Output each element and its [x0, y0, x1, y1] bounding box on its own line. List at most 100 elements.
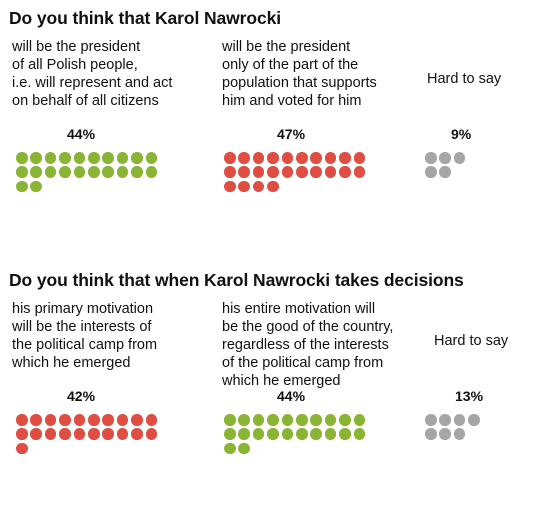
waffle-dot: [353, 152, 366, 164]
waffle-dot: [145, 166, 158, 178]
q2-option-1-percent: 42%: [67, 388, 96, 404]
q1-option-1-dots: [16, 152, 176, 232]
waffle-dot: [16, 166, 28, 178]
waffle-dot: [145, 152, 158, 164]
waffle-dot: [324, 166, 337, 178]
waffle-dot: [102, 166, 114, 178]
waffle-dot: [44, 152, 57, 164]
waffle-dot: [116, 428, 129, 440]
waffle-dot: [16, 180, 28, 193]
waffle-dot: [116, 414, 129, 426]
waffle-dot: [16, 442, 28, 455]
waffle-dot: [88, 428, 100, 440]
waffle-dot: [30, 152, 42, 164]
waffle-dot: [252, 152, 265, 164]
waffle-dot: [252, 166, 265, 178]
q2-option-3-percent: 13%: [455, 388, 484, 404]
waffle-dot: [131, 428, 143, 440]
waffle-dot: [224, 166, 236, 178]
waffle-dot: [296, 152, 308, 164]
q1-option-1: will be the president of all Polish peop…: [12, 0, 212, 262]
waffle-dot: [59, 414, 71, 426]
q1-option-3-dots: [425, 152, 534, 232]
waffle-dot: [252, 180, 265, 193]
waffle-dot: [44, 428, 57, 440]
waffle-dot: [238, 166, 250, 178]
waffle-dot: [353, 414, 366, 426]
waffle-dot: [339, 166, 351, 178]
question-2-title: Do you think that when Karol Nawrocki ta…: [9, 270, 464, 290]
waffle-dot: [468, 414, 480, 426]
waffle-dot: [324, 152, 337, 164]
waffle-dot: [238, 180, 250, 193]
question-1-section: Do you think that Karol Nawrocki will be…: [0, 0, 534, 262]
waffle-dot: [267, 152, 279, 164]
q2-option-2: his entire motivation will be the good o…: [222, 262, 422, 524]
waffle-dot: [224, 428, 236, 440]
waffle-dot: [281, 428, 294, 440]
waffle-dot: [88, 414, 100, 426]
waffle-dot: [44, 166, 57, 178]
waffle-dot: [44, 414, 57, 426]
waffle-dot: [339, 428, 351, 440]
waffle-dot: [339, 152, 351, 164]
waffle-dot: [238, 152, 250, 164]
q2-option-1-label: his primary motivation will be the inter…: [12, 301, 158, 371]
waffle-dot: [30, 428, 42, 440]
q2-option-2-percent: 44%: [277, 388, 306, 404]
waffle-dot: [16, 152, 28, 164]
waffle-dot: [310, 414, 322, 426]
waffle-dot: [252, 428, 265, 440]
waffle-dot: [224, 414, 236, 426]
q1-option-3-label: Hard to say: [427, 71, 502, 87]
waffle-dot: [30, 414, 42, 426]
waffle-dot: [425, 428, 437, 440]
waffle-dot: [281, 414, 294, 426]
waffle-dot: [281, 166, 294, 178]
waffle-dot: [16, 414, 28, 426]
waffle-dot: [252, 414, 265, 426]
q2-option-1-dots: [16, 414, 176, 494]
q1-option-1-percent: 44%: [67, 126, 96, 142]
waffle-dot: [73, 414, 86, 426]
waffle-dot: [267, 414, 279, 426]
waffle-dot: [116, 166, 129, 178]
q2-option-3-dots: [425, 414, 534, 494]
waffle-dot: [439, 428, 451, 440]
waffle-dot: [453, 152, 466, 164]
waffle-dot: [339, 414, 351, 426]
waffle-dot: [353, 166, 366, 178]
waffle-dot: [439, 414, 451, 426]
waffle-dot: [116, 152, 129, 164]
waffle-dot: [439, 166, 451, 178]
waffle-dot: [296, 166, 308, 178]
waffle-dot: [59, 166, 71, 178]
waffle-dot: [145, 414, 158, 426]
q2-option-3: Hard to say 13%: [425, 262, 534, 524]
waffle-dot: [102, 152, 114, 164]
waffle-dot: [102, 428, 114, 440]
q2-option-1: his primary motivation will be the inter…: [12, 262, 212, 524]
waffle-dot: [267, 180, 279, 193]
waffle-dot: [102, 414, 114, 426]
waffle-dot: [310, 152, 322, 164]
waffle-dot: [88, 166, 100, 178]
question-2-section: Do you think that when Karol Nawrocki ta…: [0, 262, 534, 524]
waffle-dot: [296, 414, 308, 426]
waffle-dot: [453, 428, 466, 440]
waffle-dot: [425, 152, 437, 164]
q2-option-2-label: his entire motivation will be the good o…: [222, 301, 394, 389]
waffle-dot: [238, 442, 250, 455]
waffle-dot: [310, 166, 322, 178]
waffle-dot: [145, 428, 158, 440]
q2-option-2-dots: [224, 414, 384, 494]
waffle-dot: [296, 428, 308, 440]
question-1-title: Do you think that Karol Nawrocki: [9, 8, 281, 28]
waffle-dot: [353, 428, 366, 440]
waffle-dot: [30, 166, 42, 178]
waffle-dot: [73, 166, 86, 178]
q1-option-1-label: will be the president of all Polish peop…: [12, 39, 173, 109]
waffle-dot: [59, 152, 71, 164]
waffle-dot: [131, 414, 143, 426]
waffle-dot: [131, 166, 143, 178]
